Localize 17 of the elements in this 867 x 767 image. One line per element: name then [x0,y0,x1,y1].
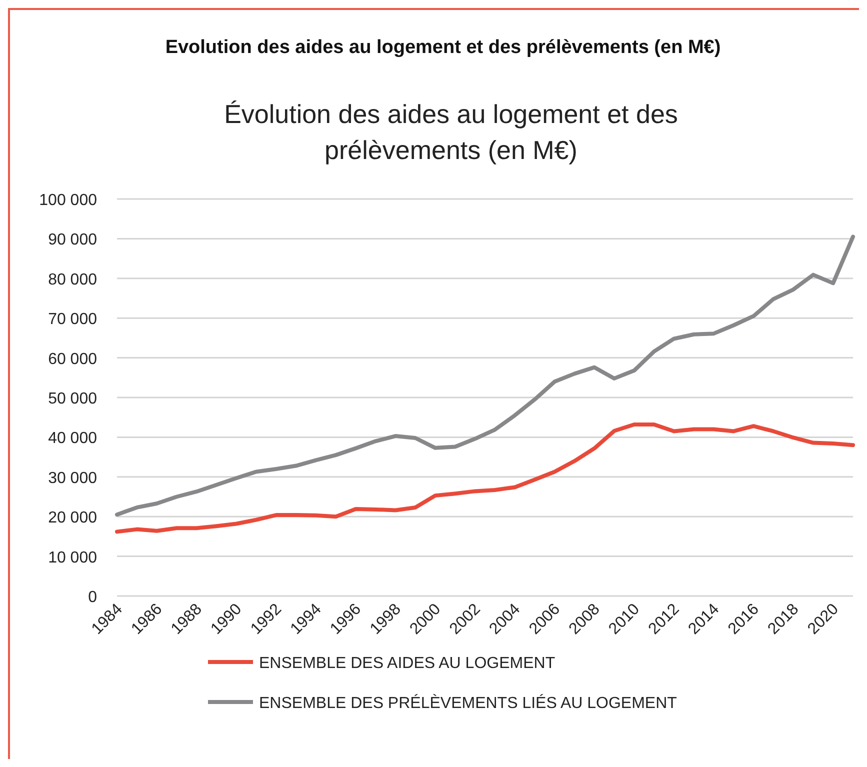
y-tick-label: 100 000 [39,192,98,209]
y-tick-label: 20 000 [48,510,98,527]
line-series [115,234,855,517]
y-tick-label: 30 000 [48,470,98,487]
line-series [115,422,855,534]
y-tick-label: 40 000 [48,430,98,448]
y-tick-label: 50 000 [48,390,98,408]
y-tick-label: 80 000 [48,271,98,288]
chart-title: Evolution des aides au logement et des prélèvements (en M€) [165,37,721,58]
y-tick-label: 90 000 [48,232,98,249]
y-tick-label: 10 000 [48,549,98,566]
chart-subtitle: Évolution des aides au logement et des prélèvements (en M€) [224,99,678,165]
y-tick-label: 70 000 [48,311,98,328]
y-tick-label: 60 000 [48,350,98,368]
legend-label: ENSEMBLE DES PRÉLÈVEMENTS LIÉS AU LOGEMENT [259,694,678,712]
legend-label: ENSEMBLE DES AIDES AU LOGEMENT [259,655,556,672]
y-tick-label: 0 [88,589,98,606]
